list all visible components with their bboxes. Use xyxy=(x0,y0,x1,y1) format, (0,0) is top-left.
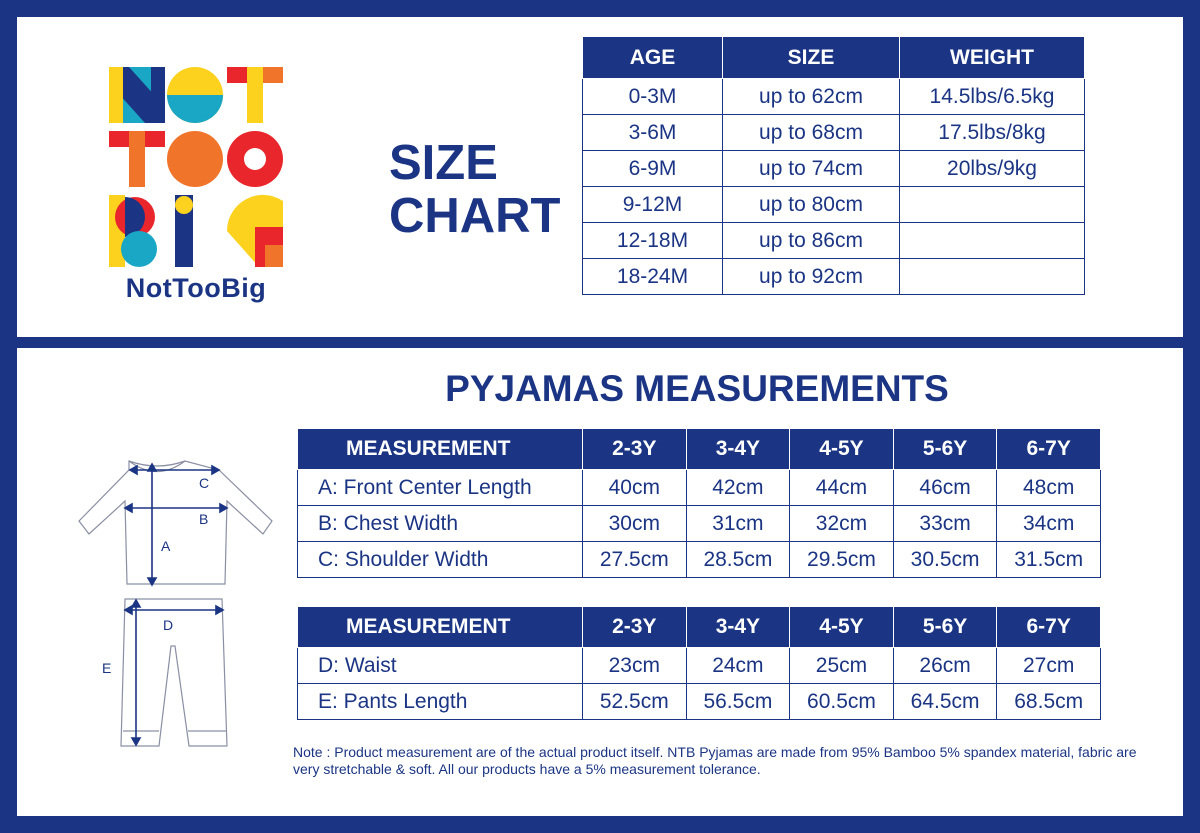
cell-age: 3-6M xyxy=(582,114,723,151)
size-chart-table: AGE SIZE WEIGHT 0-3M up to 62cm 14.5lbs/… xyxy=(582,36,1085,295)
header-size: 6-7Y xyxy=(996,606,1101,648)
table-row: 12-18M up to 86cm xyxy=(582,222,1085,259)
header-measurement: MEASUREMENT xyxy=(297,606,583,648)
pyjamas-bottom-table: MEASUREMENT 2-3Y 3-4Y 4-5Y 5-6Y 6-7Y D: … xyxy=(297,606,1101,720)
cell-value: 40cm xyxy=(582,469,687,506)
label-a: A xyxy=(161,538,171,554)
cell-value: 32cm xyxy=(789,505,894,542)
table-row: B: Chest Width 30cm 31cm 32cm 33cm 34cm xyxy=(297,505,1101,542)
table-header-row: MEASUREMENT 2-3Y 3-4Y 4-5Y 5-6Y 6-7Y xyxy=(297,606,1101,648)
cell-value: 44cm xyxy=(789,469,894,506)
header-size: 6-7Y xyxy=(996,428,1101,470)
size-chart-title: SIZE CHART xyxy=(389,137,560,243)
cell-value: 26cm xyxy=(892,647,998,684)
pyjamas-top-table: MEASUREMENT 2-3Y 3-4Y 4-5Y 5-6Y 6-7Y A: … xyxy=(297,428,1101,578)
label-b: B xyxy=(199,511,208,527)
cell-weight xyxy=(899,186,1085,223)
label-c: C xyxy=(199,475,209,491)
cell-value: 31cm xyxy=(685,505,791,542)
nottoobig-logo xyxy=(109,67,283,267)
cell-size: up to 74cm xyxy=(722,150,900,187)
pants-outline xyxy=(120,598,228,747)
cell-value: 60.5cm xyxy=(789,683,894,720)
table-header-row: AGE SIZE WEIGHT xyxy=(582,36,1085,79)
cell-value: 23cm xyxy=(582,647,687,684)
cell-size: up to 92cm xyxy=(722,258,900,295)
cell-size: up to 68cm xyxy=(722,114,900,151)
pyjamas-measurements-panel: PYJAMAS MEASUREMENTS xyxy=(17,348,1183,816)
cell-value: 56.5cm xyxy=(685,683,791,720)
header-size: 3-4Y xyxy=(685,428,791,470)
header-size: 2-3Y xyxy=(582,428,687,470)
cell-value: 68.5cm xyxy=(996,683,1101,720)
pyjamas-diagram: C B A D E xyxy=(78,460,273,747)
cell-value: 33cm xyxy=(892,505,998,542)
cell-measurement: D: Waist xyxy=(297,647,583,684)
cell-weight: 17.5lbs/8kg xyxy=(899,114,1085,151)
cell-value: 28.5cm xyxy=(685,541,791,578)
cell-value: 42cm xyxy=(685,469,791,506)
cell-age: 0-3M xyxy=(582,78,723,115)
table-row: 6-9M up to 74cm 20lbs/9kg xyxy=(582,150,1085,187)
header-measurement: MEASUREMENT xyxy=(297,428,583,470)
table-row: 0-3M up to 62cm 14.5lbs/6.5kg xyxy=(582,78,1085,115)
cell-value: 30.5cm xyxy=(892,541,998,578)
header-size: 3-4Y xyxy=(685,606,791,648)
shirt-outline xyxy=(78,460,273,585)
table-row: 9-12M up to 80cm xyxy=(582,186,1085,223)
cell-size: up to 86cm xyxy=(722,222,900,259)
cell-value: 64.5cm xyxy=(892,683,998,720)
header-size: 5-6Y xyxy=(892,606,998,648)
cell-value: 46cm xyxy=(892,469,998,506)
cell-measurement: C: Shoulder Width xyxy=(297,541,583,578)
cell-measurement: E: Pants Length xyxy=(297,683,583,720)
brand-name: NotTooBig xyxy=(125,273,267,303)
table-header-row: MEASUREMENT 2-3Y 3-4Y 4-5Y 5-6Y 6-7Y xyxy=(297,428,1101,470)
table-row: D: Waist 23cm 24cm 25cm 26cm 27cm xyxy=(297,647,1101,684)
cell-value: 29.5cm xyxy=(789,541,894,578)
cell-value: 31.5cm xyxy=(996,541,1101,578)
cell-value: 30cm xyxy=(582,505,687,542)
table-row: 3-6M up to 68cm 17.5lbs/8kg xyxy=(582,114,1085,151)
cell-size: up to 80cm xyxy=(722,186,900,223)
cell-weight: 14.5lbs/6.5kg xyxy=(899,78,1085,115)
cell-value: 52.5cm xyxy=(582,683,687,720)
label-e: E xyxy=(102,660,111,676)
header-size: 2-3Y xyxy=(582,606,687,648)
table-row: A: Front Center Length 40cm 42cm 44cm 46… xyxy=(297,469,1101,506)
pyjamas-title: PYJAMAS MEASUREMENTS xyxy=(445,368,949,409)
table-row: C: Shoulder Width 27.5cm 28.5cm 29.5cm 3… xyxy=(297,541,1101,578)
label-d: D xyxy=(163,617,173,633)
cell-weight xyxy=(899,222,1085,259)
cell-value: 25cm xyxy=(789,647,894,684)
header-weight: WEIGHT xyxy=(899,36,1085,79)
cell-value: 34cm xyxy=(996,505,1101,542)
measurement-note: Note : Product measurement are of the ac… xyxy=(293,744,1137,777)
table-row: E: Pants Length 52.5cm 56.5cm 60.5cm 64.… xyxy=(297,683,1101,720)
header-size: 4-5Y xyxy=(789,606,894,648)
cell-age: 9-12M xyxy=(582,186,723,223)
cell-age: 6-9M xyxy=(582,150,723,187)
cell-weight: 20lbs/9kg xyxy=(899,150,1085,187)
cell-size: up to 62cm xyxy=(722,78,900,115)
size-title-line2: CHART xyxy=(389,189,561,243)
header-size: 5-6Y xyxy=(892,428,998,470)
cell-weight xyxy=(899,258,1085,295)
cell-value: 24cm xyxy=(685,647,791,684)
cell-value: 27cm xyxy=(996,647,1101,684)
header-size: SIZE xyxy=(722,36,900,79)
cell-age: 12-18M xyxy=(582,222,723,259)
header-size: 4-5Y xyxy=(789,428,894,470)
cell-age: 18-24M xyxy=(582,258,723,295)
cell-value: 48cm xyxy=(996,469,1101,506)
cell-measurement: A: Front Center Length xyxy=(297,469,583,506)
size-chart-panel: NotTooBig SIZE CHART AGE SIZE WEIGHT 0-3… xyxy=(17,17,1183,337)
table-row: 18-24M up to 92cm xyxy=(582,258,1085,295)
header-age: AGE xyxy=(582,36,723,79)
size-title-line1: SIZE xyxy=(389,136,498,190)
cell-value: 27.5cm xyxy=(582,541,687,578)
cell-measurement: B: Chest Width xyxy=(297,505,583,542)
